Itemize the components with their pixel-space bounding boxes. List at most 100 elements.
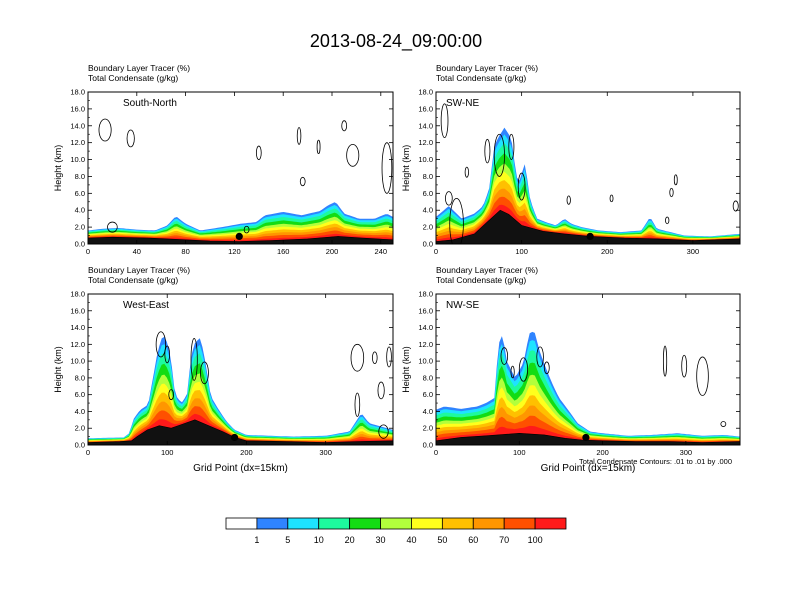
condensate-contour: [164, 345, 170, 364]
panel-west-east: 0.0 2.0 4.0 6.0 8.0 10.0 12.0 14.0 16.0 18.0 0 100 2…: [53, 265, 394, 474]
y-tick-label: 4.0: [75, 407, 85, 416]
x-tick-label: 0: [86, 247, 90, 256]
condensate-contour: [386, 346, 392, 368]
y-tick-label: 14.0: [70, 323, 85, 332]
condensate-contour: [681, 354, 688, 378]
y-axis-label: Height (km): [53, 145, 63, 192]
condensate-contour: [464, 166, 469, 178]
condensate-contour: [518, 357, 529, 382]
terrain: [88, 419, 393, 445]
panel-label: NW-SE: [446, 300, 479, 311]
colorbar-label: 50: [437, 535, 447, 545]
panel-label: South-North: [123, 98, 177, 109]
y-tick-label: 16.0: [70, 104, 85, 113]
y-tick-label: 10.0: [418, 155, 433, 164]
x-tick-label: 40: [133, 247, 141, 256]
condensate-contour: [299, 176, 306, 187]
condensate-contour: [168, 389, 174, 401]
y-tick-label: 8.0: [75, 373, 85, 382]
site-marker: [235, 232, 243, 240]
site-marker: [586, 232, 594, 240]
subtitle-tracer: Boundary Layer Tracer (%): [436, 63, 538, 73]
condensate-contour: [354, 392, 361, 417]
y-tick-label: 6.0: [75, 189, 85, 198]
colorbar: 1 5 10 20 30 40 50 60 70 100: [225, 517, 567, 545]
site-marker: [582, 433, 590, 442]
x-tick-label: 100: [515, 247, 528, 256]
y-tick-label: 0.0: [423, 240, 433, 249]
y-axis-label: Height (km): [401, 346, 411, 393]
condensate-contour: [243, 225, 250, 234]
condensate-contour: [536, 346, 544, 368]
y-tick-label: 12.0: [418, 340, 433, 349]
panel-nw-se: 0.0 2.0 4.0 6.0 8.0 10.0 12.0 14.0 16.0 18.0 0 100 2…: [401, 265, 741, 474]
condensate-contour: [372, 351, 378, 365]
y-tick-label: 14.0: [418, 323, 433, 332]
x-tick-label: 200: [601, 247, 614, 256]
subtitle-condensate: Total Condensate (g/kg): [436, 275, 526, 285]
colorbar-label: 70: [499, 535, 509, 545]
condensate-contour: [98, 118, 112, 142]
y-tick-label: 16.0: [70, 306, 85, 315]
y-tick-label: 8.0: [423, 373, 433, 382]
condensate-contour: [510, 365, 515, 379]
colorbar-box: [503, 517, 536, 530]
y-tick-label: 4.0: [423, 206, 433, 215]
condensate-contour: [508, 133, 515, 160]
x-tick-label: 160: [277, 247, 290, 256]
condensate-contour: [696, 356, 709, 396]
panel-sw-ne: 0.0 2.0 4.0 6.0 8.0 10.0 12.0 14.0 16.0 18.0 0 100 2…: [401, 63, 741, 256]
y-tick-label: 14.0: [70, 121, 85, 130]
colorbar-box: [534, 517, 567, 530]
y-tick-label: 18.0: [418, 290, 433, 299]
condensate-contour: [543, 361, 550, 375]
condensate-contour: [566, 195, 571, 205]
colorbar-box: [287, 517, 320, 530]
condensate-contour: [155, 331, 167, 358]
x-tick-label: 0: [86, 448, 90, 457]
y-tick-label: 2.0: [75, 223, 85, 232]
x-tick-label: 300: [319, 448, 332, 457]
y-tick-label: 12.0: [418, 138, 433, 147]
y-tick-label: 18.0: [418, 88, 433, 97]
x-tick-label: 300: [687, 247, 700, 256]
colorbar-box: [472, 517, 505, 530]
terrain: [436, 209, 740, 244]
contour-footnote: Total Condensate Contours: .01 to .01 by…: [579, 457, 733, 466]
panel-south-north: 0.0 2.0 4.0 6.0 8.0 10.0 12.0 14.0 16.0 18.0 0 40 80…: [53, 63, 394, 256]
condensate-contour: [662, 345, 668, 377]
condensate-contour: [296, 127, 302, 145]
y-tick-label: 0.0: [75, 441, 85, 450]
y-tick-label: 12.0: [70, 138, 85, 147]
condensate-contour: [200, 361, 209, 385]
colorbar-label: 20: [345, 535, 355, 545]
x-tick-label: 80: [181, 247, 189, 256]
colorbar-box: [349, 517, 381, 530]
condensate-contour: [377, 381, 385, 400]
condensate-contour: [517, 172, 526, 201]
condensate-contour: [107, 221, 118, 233]
x-tick-label: 240: [375, 247, 388, 256]
figure-title: 2013-08-24_09:00:00: [309, 31, 483, 51]
y-tick-label: 18.0: [70, 290, 85, 299]
condensate-contour: [665, 216, 670, 225]
condensate-contour: [350, 343, 365, 372]
x-tick-label: 0: [434, 448, 438, 457]
condensate-contour: [493, 133, 505, 177]
plot-area: [88, 118, 393, 244]
condensate-contour: [341, 120, 348, 132]
y-axis-label: Height (km): [53, 346, 63, 393]
y-tick-label: 2.0: [75, 424, 85, 433]
condensate-contour: [346, 143, 360, 167]
y-tick-label: 2.0: [423, 424, 433, 433]
subtitle-condensate: Total Condensate (g/kg): [436, 73, 526, 83]
x-tick-label: 100: [513, 448, 526, 457]
x-tick-label: 200: [240, 448, 253, 457]
colorbar-label: 1: [254, 535, 259, 545]
subtitle-condensate: Total Condensate (g/kg): [88, 73, 178, 83]
y-tick-label: 4.0: [423, 407, 433, 416]
x-tick-label: 120: [228, 247, 241, 256]
x-axis-label: Grid Point (dx=15km): [541, 463, 636, 474]
condensate-contour: [378, 424, 389, 439]
